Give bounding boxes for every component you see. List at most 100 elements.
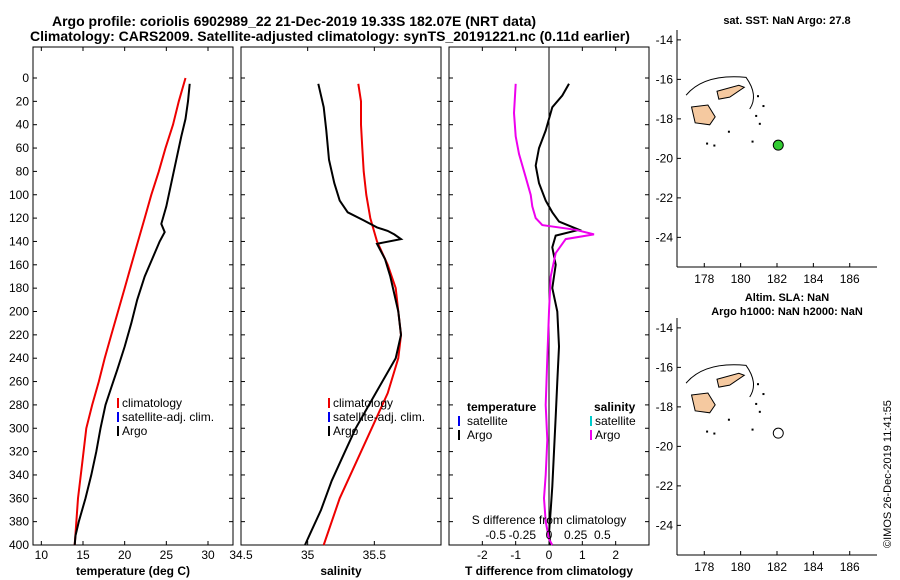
imos-timestamp: ©IMOS 26-Dec-2019 11:41:55 bbox=[882, 400, 894, 548]
legend-label: Argo bbox=[595, 428, 621, 442]
legend-label: satellite bbox=[595, 414, 636, 428]
legend-label: Argo bbox=[122, 424, 148, 438]
small-island bbox=[762, 393, 765, 396]
y-tick-label: 320 bbox=[9, 445, 29, 459]
temperature-panel: 0 20 40 60 80 100 120 140 160 180 200 220 240 260 280 3… bbox=[9, 46, 234, 578]
top-tick-label: 0.25 bbox=[564, 528, 588, 542]
fiji-islands bbox=[685, 364, 765, 435]
x-tick-label: 30 bbox=[201, 548, 215, 562]
small-island bbox=[755, 114, 758, 117]
y-tick-label: 240 bbox=[9, 351, 29, 365]
y-tick-label: 0 bbox=[22, 71, 29, 85]
argo-position-marker bbox=[772, 427, 784, 439]
x-axis-label: T difference from climatology bbox=[465, 564, 633, 578]
x-tick-label: 35 bbox=[301, 548, 315, 562]
island-viti-levu bbox=[690, 392, 716, 414]
plot-frame bbox=[32, 46, 234, 546]
x-tick-label: -1 bbox=[510, 548, 521, 562]
figure-title-line2: Climatology: CARS2009. Satellite-adjuste… bbox=[30, 28, 630, 44]
y-tick-label: 260 bbox=[9, 375, 29, 389]
small-island bbox=[757, 95, 759, 98]
map-subtitle: Argo h1000: NaN h2000: NaN bbox=[711, 306, 863, 318]
x-tick-label: 0 bbox=[546, 548, 553, 562]
y-tick-label: 340 bbox=[9, 468, 29, 482]
map-x-tick-label: 182 bbox=[767, 272, 787, 286]
plot-frame bbox=[240, 46, 442, 546]
small-island bbox=[751, 428, 754, 431]
legend-label: satellite bbox=[467, 414, 508, 428]
x-tick-label: -2 bbox=[477, 548, 488, 562]
map-x-tick-label: 180 bbox=[731, 560, 751, 574]
map-x-tick-label: 180 bbox=[731, 272, 751, 286]
map-y-tick-label: -18 bbox=[656, 112, 674, 126]
x-tick-label: 2 bbox=[612, 548, 619, 562]
fiji-islands bbox=[685, 76, 765, 147]
small-island bbox=[713, 144, 716, 147]
island-vanua-levu bbox=[716, 372, 746, 388]
y-tick-label: 280 bbox=[9, 398, 29, 412]
y-tick-label: 140 bbox=[9, 234, 29, 248]
small-island bbox=[762, 105, 765, 108]
argo-position-marker bbox=[772, 139, 784, 151]
map-y-tick-label: -20 bbox=[656, 439, 674, 453]
y-tick-label: 300 bbox=[9, 421, 29, 435]
sst-map-panel: -14 -16 -18 -20 -22 -24 178 180 182 184 186 sat. SS… bbox=[656, 15, 877, 286]
map-y-tick-label: -20 bbox=[656, 151, 674, 165]
map-title: Altim. SLA: NaN bbox=[745, 292, 829, 304]
map-y-tick-label: -24 bbox=[656, 230, 674, 244]
x-tick-label: 15 bbox=[76, 548, 90, 562]
x-tick-label: 20 bbox=[118, 548, 132, 562]
small-island bbox=[757, 383, 759, 386]
small-island bbox=[713, 432, 716, 435]
sla-map-panel: -14 -16 -18 -20 -22 -24 178 180 182 184 186 Altim. … bbox=[656, 292, 877, 574]
top-tick-label: -0.25 bbox=[509, 528, 537, 542]
series-line-t-argo-diff bbox=[534, 83, 583, 546]
small-island bbox=[706, 430, 709, 433]
island-viti-levu bbox=[690, 104, 716, 126]
x-tick-label: 10 bbox=[35, 548, 49, 562]
small-island bbox=[755, 402, 758, 405]
series-line-climatology bbox=[322, 83, 403, 546]
x-tick-label: 34.5 bbox=[229, 548, 253, 562]
y-tick-label: 400 bbox=[9, 538, 29, 552]
y-tick-label: 80 bbox=[16, 164, 30, 178]
legend-label: satellite-adj. clim. bbox=[122, 410, 214, 424]
top-tick-label: 0.5 bbox=[594, 528, 611, 542]
x-tick-label: 35.5 bbox=[363, 548, 387, 562]
map-y-tick-label: -18 bbox=[656, 400, 674, 414]
small-island bbox=[751, 140, 754, 143]
y-tick-label: 180 bbox=[9, 281, 29, 295]
series-line-argo bbox=[73, 83, 191, 546]
x-tick-label: 1 bbox=[579, 548, 586, 562]
x-axis-label: salinity bbox=[320, 564, 362, 578]
y-tick-label: 220 bbox=[9, 328, 29, 342]
legend-title-temperature: temperature bbox=[467, 400, 537, 414]
map-title: sat. SST: NaN Argo: 27.8 bbox=[723, 15, 850, 27]
map-y-tick-label: -16 bbox=[656, 72, 674, 86]
y-tick-label: 160 bbox=[9, 258, 29, 272]
y-tick-label: 60 bbox=[16, 141, 30, 155]
map-x-tick-label: 178 bbox=[694, 272, 714, 286]
series-line-climatology bbox=[73, 77, 187, 546]
legend-label: Argo bbox=[333, 424, 359, 438]
reef-outline bbox=[685, 76, 754, 110]
y-tick-label: 100 bbox=[9, 188, 29, 202]
map-x-tick-label: 178 bbox=[694, 560, 714, 574]
small-island bbox=[727, 418, 730, 421]
x-tick-label: 25 bbox=[160, 548, 174, 562]
map-y-tick-label: -14 bbox=[656, 33, 674, 47]
y-tick-label: 40 bbox=[16, 118, 30, 132]
map-x-tick-label: 182 bbox=[767, 560, 787, 574]
figure-title-line1: Argo profile: coriolis 6902989_22 21-Dec… bbox=[52, 13, 537, 29]
y-tick-label: 20 bbox=[16, 94, 30, 108]
series-line-s-argo-diff bbox=[512, 83, 595, 546]
reef-outline bbox=[685, 364, 754, 398]
map-x-tick-label: 184 bbox=[803, 272, 823, 286]
map-y-tick-label: -16 bbox=[656, 360, 674, 374]
small-island bbox=[758, 122, 761, 125]
map-x-tick-label: 186 bbox=[840, 560, 860, 574]
legend-label: satellite-adj. clim. bbox=[333, 410, 425, 424]
small-island bbox=[758, 410, 761, 413]
